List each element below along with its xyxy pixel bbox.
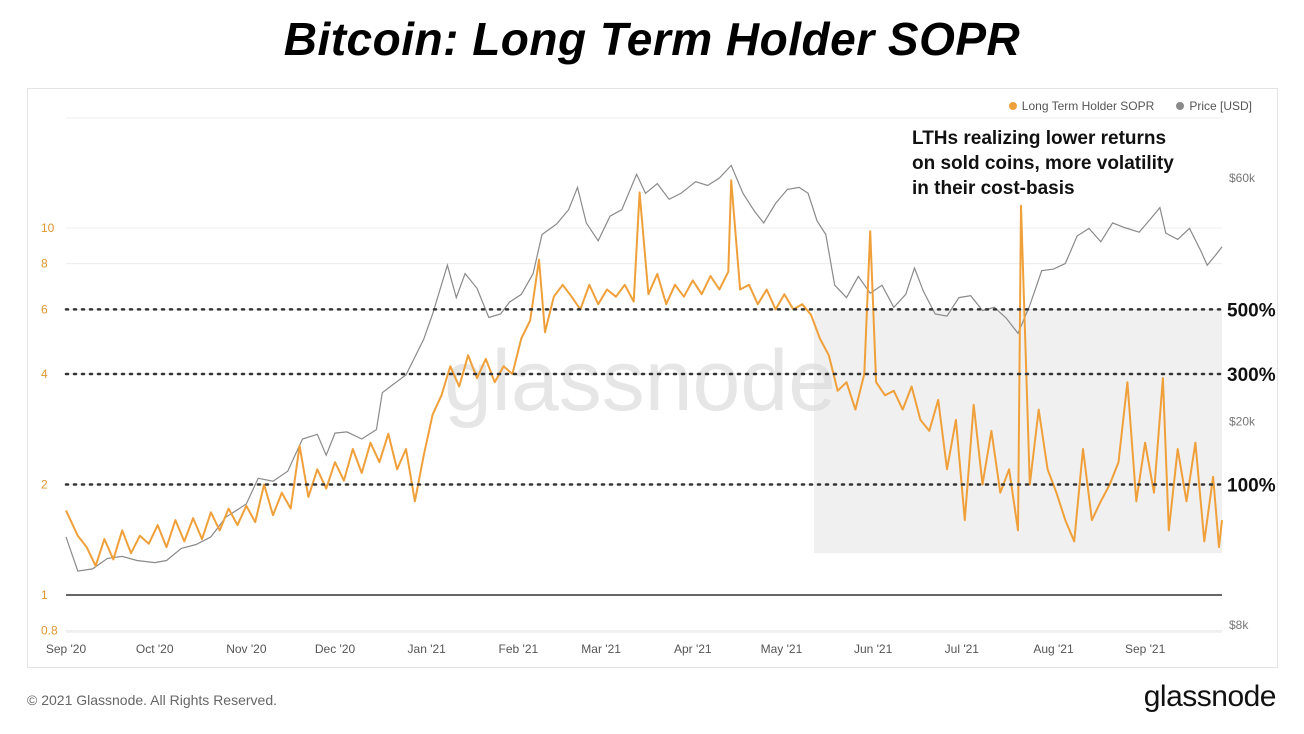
legend-label-price: Price [USD] bbox=[1189, 99, 1252, 113]
left-tick-label-2: 2 bbox=[41, 478, 48, 492]
x-tick-label: Dec '20 bbox=[315, 642, 356, 656]
left-tick-label-0-8: 0.8 bbox=[41, 624, 58, 638]
copyright-text: © 2021 Glassnode. All Rights Reserved. bbox=[27, 692, 278, 708]
right-tick-label-20k: $20k bbox=[1229, 415, 1256, 429]
left-tick-label-10: 10 bbox=[41, 221, 55, 235]
left-tick-label-6: 6 bbox=[41, 302, 48, 316]
reference-label-300pct: 300% bbox=[1227, 365, 1276, 386]
glassnode-logo[interactable]: glassnode bbox=[1143, 680, 1277, 713]
legend-label-sopr: Long Term Holder SOPR bbox=[1021, 99, 1155, 113]
x-tick-label: Jun '21 bbox=[854, 642, 893, 656]
reference-label-100pct: 100% bbox=[1227, 476, 1276, 497]
x-tick-label: Nov '20 bbox=[226, 642, 267, 656]
x-tick-label: Apr '21 bbox=[674, 642, 712, 656]
annotation-line-3: in their cost-basis bbox=[912, 178, 1075, 199]
annotation-line-1: LTHs realizing lower returns bbox=[912, 128, 1167, 149]
chart-annotation: LTHs realizing lower returns on sold coi… bbox=[912, 126, 1232, 201]
x-tick-label: Sep '21 bbox=[1125, 642, 1166, 656]
x-tick-label: Sep '20 bbox=[46, 642, 87, 656]
x-tick-label: Jul '21 bbox=[945, 642, 980, 656]
annotation-line-2: on sold coins, more volatility bbox=[912, 153, 1174, 174]
right-tick-label-60k: $60k bbox=[1229, 171, 1256, 185]
legend-dot-sopr bbox=[1008, 102, 1017, 110]
watermark-text: glassnode bbox=[444, 333, 836, 429]
chart-legend: Long Term Holder SOPR Price [USD] bbox=[1008, 99, 1252, 113]
x-tick-label: Mar '21 bbox=[581, 642, 621, 656]
legend-item-sopr[interactable]: Long Term Holder SOPR bbox=[1008, 99, 1155, 113]
left-tick-label-8: 8 bbox=[41, 257, 48, 271]
legend-item-price[interactable]: Price [USD] bbox=[1176, 99, 1252, 113]
x-tick-label: Feb '21 bbox=[499, 642, 539, 656]
reference-label-500pct: 500% bbox=[1227, 300, 1276, 321]
right-tick-label-8k: $8k bbox=[1229, 618, 1249, 632]
series-line-price bbox=[65, 164, 1223, 572]
left-tick-label-4: 4 bbox=[41, 367, 48, 381]
series-line-sopr bbox=[65, 179, 1223, 567]
x-tick-label: Jan '21 bbox=[408, 642, 447, 656]
left-tick-label-1: 1 bbox=[41, 588, 48, 602]
legend-dot-price bbox=[1176, 102, 1185, 110]
x-tick-label: Aug '21 bbox=[1033, 642, 1074, 656]
x-tick-label: May '21 bbox=[761, 642, 803, 656]
chart-title: Bitcoin: Long Term Holder SOPR bbox=[283, 13, 1021, 65]
x-tick-label: Oct '20 bbox=[136, 642, 174, 656]
